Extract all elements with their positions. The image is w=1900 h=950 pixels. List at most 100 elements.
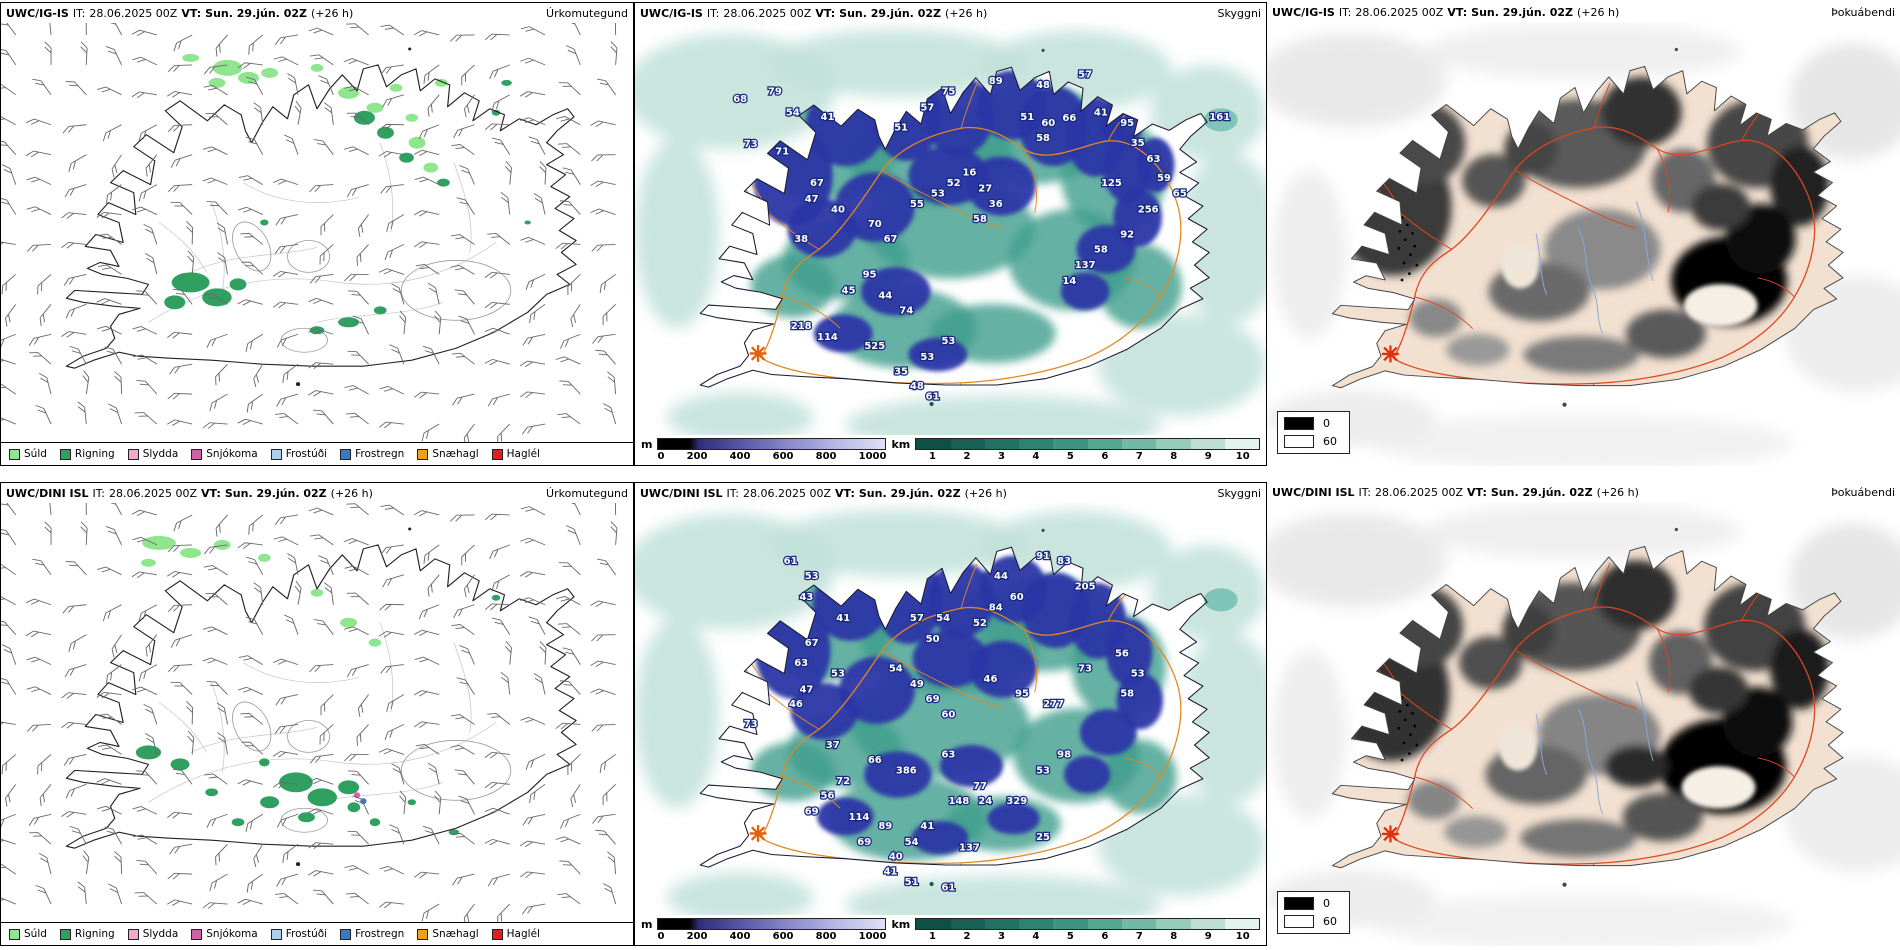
visibility-value: 58: [1036, 133, 1050, 144]
visibility-value: 61: [926, 392, 940, 403]
visibility-value: 35: [894, 366, 908, 377]
km-scale-tick: 1: [929, 931, 936, 942]
panel-header: UWC/IG-IS IT: 28.06.2025 00Z VT: Sun. 29.jún…: [635, 3, 1266, 23]
model-name: UWC/DINI ISL: [1272, 485, 1355, 499]
legend-label: Frostúði: [285, 928, 328, 940]
legend-item: Frostúði: [270, 928, 328, 940]
km-scale-tick: 2: [963, 451, 971, 462]
visibility-value: 40: [831, 204, 845, 215]
visibility-value: 47: [799, 684, 813, 695]
m-scale-tick: 600: [772, 931, 794, 942]
model-name: UWC/IG-IS: [1272, 5, 1335, 19]
visibility-value: 386: [896, 765, 917, 776]
visibility-value: 69: [926, 694, 940, 705]
forecast-offset: (+26 h): [944, 6, 988, 20]
m-scale-tick: 200: [686, 451, 708, 462]
km-scale-tick: 3: [997, 451, 1005, 462]
visibility-value: 329: [1006, 796, 1027, 807]
scale-unit-m: m: [641, 438, 653, 451]
visibility-value: 73: [1078, 663, 1092, 674]
visibility-value: 46: [789, 699, 803, 710]
init-time: 28.06.2025 00Z: [743, 486, 832, 500]
visibility-value: 49: [910, 679, 924, 690]
valid-time: Sun. 29.jún. 02Z: [224, 486, 327, 500]
valid-time-label: VT:: [1467, 485, 1487, 499]
legend-label: Rigning: [74, 448, 115, 460]
visibility-value: 66: [868, 755, 882, 766]
fog-legend-item: 0: [1284, 417, 1337, 430]
panel-header: UWC/DINI ISL IT: 28.06.2025 00Z VT: Sun. 29.…: [635, 483, 1266, 503]
legend-item: Súld: [9, 928, 47, 940]
visibility-value: 56: [1115, 649, 1129, 660]
km-scale-bar: [915, 438, 1260, 450]
legend-label: Rigning: [74, 928, 115, 940]
legend-swatch: [270, 928, 282, 940]
visibility-value: 70: [868, 219, 882, 230]
legend-swatch: [340, 448, 352, 460]
visibility-value: 25: [1036, 832, 1050, 843]
valid-time: Sun. 29.jún. 02Z: [1471, 5, 1573, 19]
product-label: Úrkomutegund: [546, 486, 628, 500]
legend-label: Frostregn: [355, 448, 405, 460]
fog-legend-item: 60: [1284, 435, 1337, 448]
visibility-value: 60: [1010, 592, 1024, 603]
panel-header: UWC/IG-IS IT: 28.06.2025 00Z VT: Sun. 29.jún…: [1267, 2, 1900, 22]
visibility-value: 54: [905, 837, 919, 848]
visibility-value: 58: [1094, 244, 1108, 255]
visibility-value: 137: [959, 842, 980, 853]
init-time: 28.06.2025 00Z: [1375, 485, 1464, 499]
visibility-value: 73: [744, 719, 758, 730]
model-name: UWC/DINI ISL: [6, 486, 89, 500]
legend-item: Haglél: [491, 448, 540, 460]
legend-swatch: [417, 448, 429, 460]
valid-time: Sun. 29.jún. 02Z: [205, 6, 307, 20]
visibility-value: 67: [805, 638, 819, 649]
visibility-value: 63: [794, 658, 808, 669]
panel-igis-fog: UWC/IG-IS IT: 28.06.2025 00Z VT: Sun. 29.jún…: [1267, 2, 1900, 466]
visibility-value: 60: [1041, 118, 1055, 129]
km-scale-tick: 10: [1235, 931, 1250, 942]
fog-legend-item: 0: [1284, 897, 1337, 910]
fog-legend-label: 60: [1323, 435, 1337, 448]
init-time-label: IT:: [72, 6, 86, 20]
scale-unit-km: km: [891, 438, 911, 451]
visibility-value: 59: [1157, 173, 1171, 184]
visibility-value: 27: [978, 183, 992, 194]
map-canvas: [1267, 24, 1900, 466]
m-scale-tick: 600: [772, 451, 794, 462]
km-scale-tick: 7: [1135, 931, 1143, 942]
visibility-value: 53: [805, 571, 819, 582]
visibility-value: 98: [1057, 750, 1071, 761]
init-time-label: IT:: [726, 486, 740, 500]
panel-dini-fog: UWC/DINI ISL IT: 28.06.2025 00Z VT: Sun. 29.…: [1267, 482, 1900, 946]
init-time-label: IT:: [1358, 485, 1372, 499]
m-scale-tick: 400: [729, 451, 751, 462]
visibility-value: 40: [889, 852, 903, 863]
legend-label: Haglél: [506, 448, 540, 460]
visibility-value: 52: [973, 618, 987, 629]
legend-swatch: [127, 448, 139, 460]
legend-label: Snjókoma: [206, 928, 258, 940]
legend-item: Rigning: [59, 928, 115, 940]
km-scale-tick: 5: [1066, 931, 1074, 942]
visibility-value: 83: [1057, 556, 1071, 567]
visibility-value: 92: [1120, 230, 1134, 241]
fog-legend: 0 60: [1277, 891, 1350, 934]
legend-swatch: [59, 928, 71, 940]
visibility-value: 38: [794, 234, 808, 245]
visibility-value: 48: [910, 381, 924, 392]
visibility-value: 60: [941, 710, 955, 721]
visibility-value: 58: [973, 214, 987, 225]
visibility-value: 54: [936, 613, 950, 624]
wind-barbs: [1, 23, 618, 442]
km-scale-tick: 7: [1135, 451, 1143, 462]
legend-swatch: [340, 928, 352, 940]
visibility-value: 114: [817, 332, 838, 343]
panel-header: UWC/DINI ISL IT: 28.06.2025 00Z VT: Sun. 29.…: [1267, 482, 1900, 502]
product-label: Úrkomutegund: [546, 6, 628, 20]
visibility-value: 51: [905, 877, 919, 888]
valid-time: Sun. 29.jún. 02Z: [839, 6, 941, 20]
fog-legend-label: 60: [1323, 915, 1337, 928]
